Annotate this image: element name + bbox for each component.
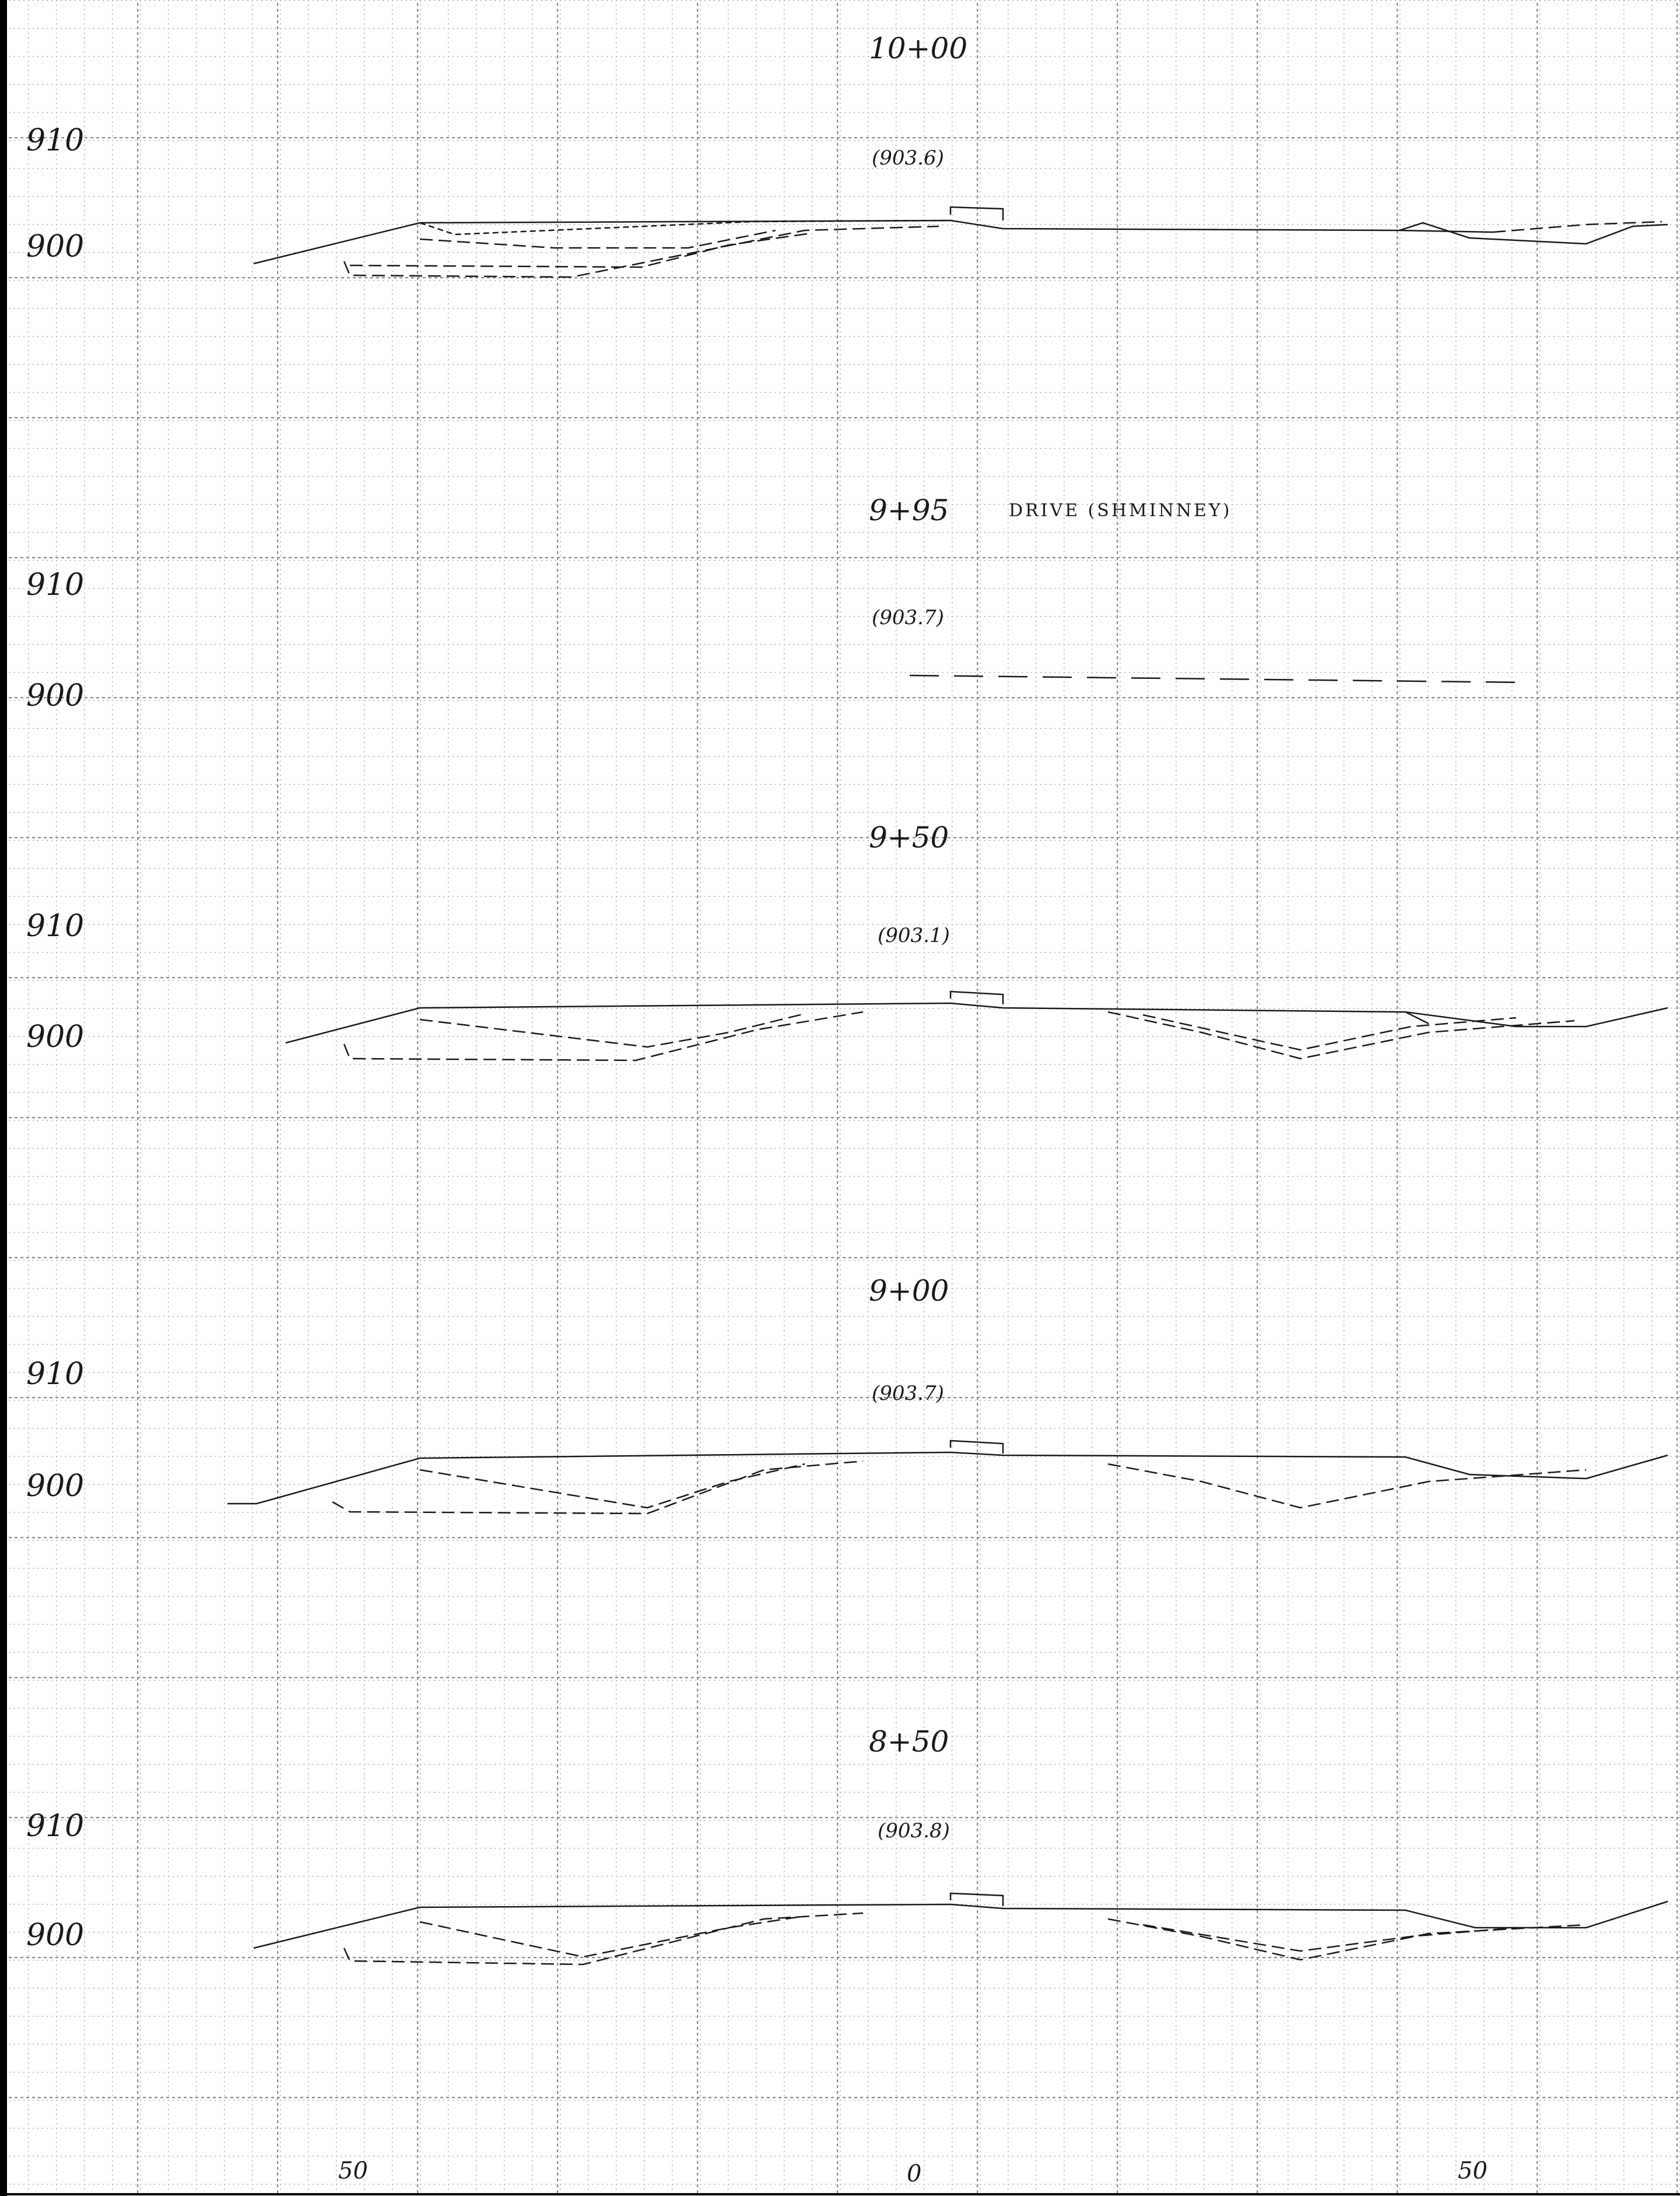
proposed-grade-lines <box>343 220 1663 278</box>
elev-label-910: 910 <box>26 1357 84 1392</box>
elev-label-900: 900 <box>26 229 84 264</box>
elev-label-900: 900 <box>26 678 84 713</box>
existing-ground-line <box>285 990 1668 1044</box>
section-9-50: 9+50 (903.1) 910 900 <box>26 821 1668 1062</box>
section-8-50: 8+50 (903.8) 910 900 <box>26 1725 1668 1966</box>
elev-label-900: 900 <box>26 1918 84 1953</box>
elev-label-910: 910 <box>26 1809 84 1844</box>
section-9-95: 9+95 DRIVE (SHMINNEY) (903.7) 910 900 <box>26 493 1523 713</box>
centerline-elevation: (903.1) <box>878 924 950 947</box>
offset-label-right-50: 50 <box>1458 2158 1488 2184</box>
proposed-grade-lines <box>343 1011 1575 1062</box>
section-9-00: 9+00 (903.7) 910 900 <box>26 1274 1668 1515</box>
elev-label-900: 900 <box>26 1020 84 1055</box>
drive-grade-line <box>909 674 1523 684</box>
left-border <box>0 0 7 2196</box>
section-note: DRIVE (SHMINNEY) <box>1009 500 1232 521</box>
elev-label-900: 900 <box>26 1469 84 1504</box>
elev-label-910: 910 <box>26 123 84 158</box>
centerline-elevation: (903.6) <box>872 146 944 170</box>
proposed-grade-lines <box>332 1460 1587 1515</box>
station-label: 10+00 <box>869 31 967 65</box>
elev-label-910: 910 <box>26 909 84 944</box>
proposed-grade-lines <box>343 1912 1587 1966</box>
existing-ground-line <box>227 1440 1668 1505</box>
section-10-00: 10+00 (903.6) 910 900 <box>26 31 1668 278</box>
station-label: 8+50 <box>869 1725 949 1759</box>
centerline-elevation: (903.8) <box>878 1819 950 1843</box>
elev-label-910: 910 <box>26 568 84 603</box>
offset-scale: 50 0 50 <box>338 2158 1488 2187</box>
offset-label-center-0: 0 <box>907 2160 921 2187</box>
offset-label-left-50: 50 <box>338 2158 368 2184</box>
existing-ground-line <box>253 1892 1668 1949</box>
station-label: 9+95 <box>869 493 949 527</box>
centerline-elevation: (903.7) <box>872 1382 944 1405</box>
centerline-elevation: (903.7) <box>872 606 944 629</box>
existing-ground-line <box>253 206 1668 265</box>
station-label: 9+50 <box>869 821 949 854</box>
station-label: 9+00 <box>869 1274 949 1308</box>
